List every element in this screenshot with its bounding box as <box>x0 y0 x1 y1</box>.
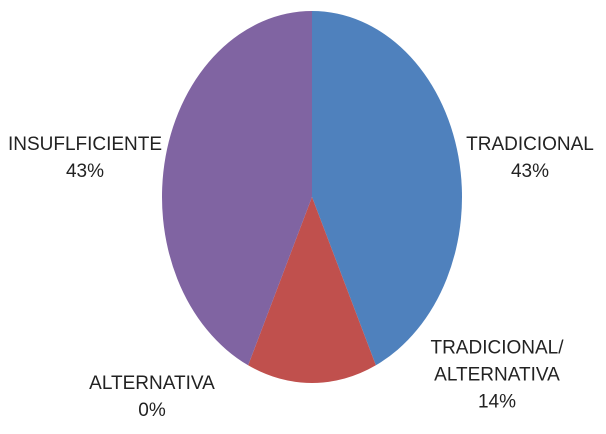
pie-slice <box>162 11 312 366</box>
value-label: 43% <box>510 161 550 182</box>
pie-slice <box>248 197 376 383</box>
value-label: 14% <box>477 391 517 413</box>
category-label: ALTERNATIVA <box>89 373 215 394</box>
pie-slice <box>312 11 462 366</box>
slice-label: INSUFLFICIENTE 43% <box>0 131 170 185</box>
slice-label: TRADICIONAL 43% <box>450 131 606 185</box>
slice-label: TRADICIONAL/ ALTERNATIVA 14% <box>427 335 567 416</box>
value-label: 0% <box>138 400 166 421</box>
slice-label: ALTERNATIVA 0% <box>72 370 232 424</box>
category-label: TRADICIONAL/ ALTERNATIVA <box>430 337 564 386</box>
category-label: TRADICIONAL <box>466 134 594 155</box>
value-label: 43% <box>65 161 105 182</box>
category-label: INSUFLFICIENTE <box>7 134 163 155</box>
